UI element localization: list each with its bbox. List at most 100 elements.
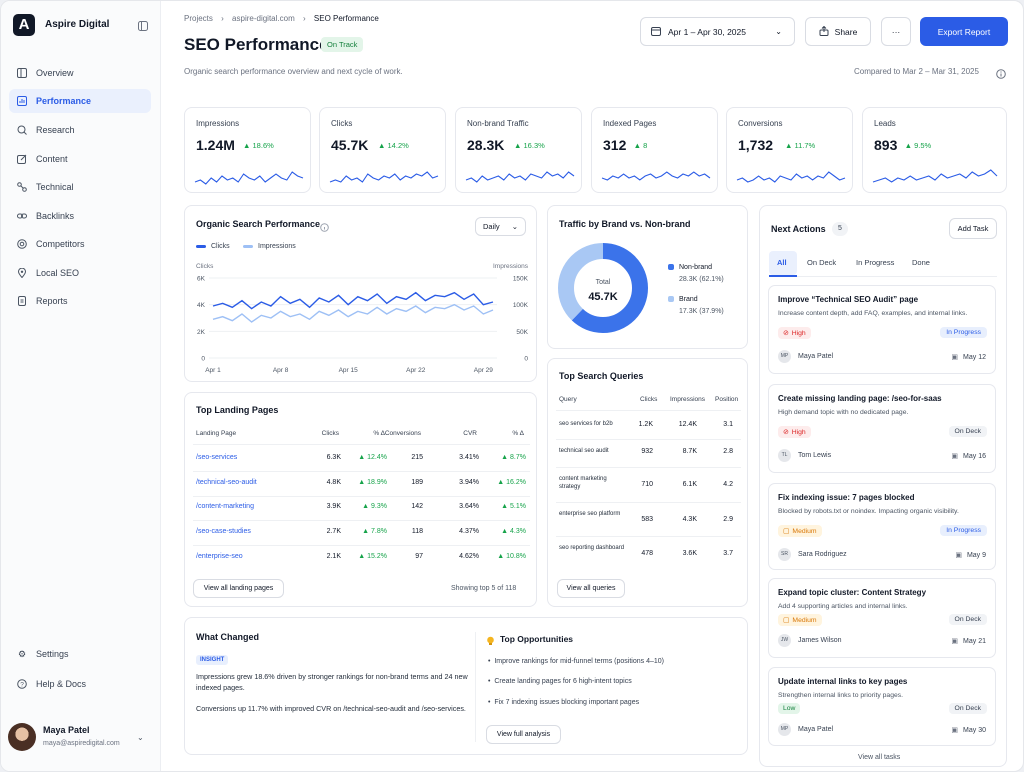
- action-card[interactable]: Fix indexing issue: 7 pages blocked Block…: [768, 483, 996, 570]
- table-row[interactable]: seo services for b2b 1.2K 12.4K 3.1: [548, 416, 749, 440]
- table-row[interactable]: /enterprise-seo 2.1K ▲ 15.2% 97 4.62% ▲ 10.8%: [185, 553, 538, 567]
- sidebar-item-research[interactable]: Research: [9, 118, 151, 142]
- opportunity-item: • Fix 7 indexing issues blocking importa…: [488, 699, 640, 706]
- insights-card: What Changed INSIGHT Impressions grew 18…: [184, 617, 748, 755]
- user-profile[interactable]: Maya Patel maya@aspiredigital.com ⌄: [1, 709, 161, 765]
- y-tick-right: 50K: [516, 329, 528, 336]
- calendar-icon: [651, 26, 661, 38]
- kpi-label: Conversions: [738, 119, 783, 128]
- sidebar-item-local-seo[interactable]: Local SEO: [9, 261, 151, 285]
- sidebar-item-performance[interactable]: Performance: [9, 89, 151, 113]
- export-report-button[interactable]: Export Report: [920, 17, 1008, 46]
- chevron-down-icon[interactable]: ⌄: [137, 733, 144, 742]
- help-icon: ?: [16, 678, 28, 690]
- kpi-change-value: 9.5%: [914, 141, 932, 150]
- kpi-label: Indexed Pages: [603, 119, 657, 128]
- action-title: Create missing landing page: /seo-for-sa…: [778, 394, 942, 403]
- row-divider: [556, 467, 741, 468]
- breadcrumb-projects[interactable]: Projects: [184, 14, 213, 23]
- sidebar-item-reports[interactable]: Reports: [9, 289, 151, 313]
- breadcrumb-domain[interactable]: aspire-digital.com: [232, 14, 295, 23]
- y-tick-left: 6K: [197, 276, 206, 283]
- table-cell[interactable]: /technical-seo-audit: [196, 478, 257, 486]
- interval-select[interactable]: Daily ⌄: [475, 217, 526, 236]
- target-icon: [16, 238, 28, 250]
- kpi-change: ▲ 16.3%: [514, 141, 545, 150]
- kpi-card[interactable]: Indexed Pages 312 ▲ 8: [591, 107, 718, 193]
- view-all-landing-pages-button[interactable]: View all landing pages: [193, 579, 284, 598]
- date-range-picker[interactable]: Apr 1 – Apr 30, 2025 ⌄: [640, 17, 795, 46]
- breadcrumb: Projects › aspire-digital.com › SEO Perf…: [184, 14, 379, 23]
- landing-pages-card: Top Landing Pages View all landing pages…: [184, 392, 537, 607]
- tab-on-deck[interactable]: On Deck: [807, 258, 837, 267]
- table-row[interactable]: enterprise seo platform 583 4.3K 2.9: [548, 506, 749, 537]
- share-button[interactable]: Share: [805, 17, 871, 46]
- table-row[interactable]: content marketing strategy 710 6.1K 4.2: [548, 471, 749, 503]
- kpi-card[interactable]: Non-brand Traffic 28.3K ▲ 16.3%: [455, 107, 582, 193]
- settings-label: Settings: [36, 649, 69, 659]
- sidebar-item-content[interactable]: Content: [9, 147, 151, 171]
- tab-all[interactable]: All: [777, 258, 787, 267]
- action-card[interactable]: Improve “Technical SEO Audit” page Increa…: [768, 285, 996, 374]
- status-badge: On Track: [321, 37, 364, 52]
- table-cell[interactable]: /seo-services: [196, 454, 238, 461]
- table-cell[interactable]: /seo-case-studies: [196, 528, 251, 536]
- table-cell: 4.8K: [326, 478, 341, 486]
- tab-in-progress[interactable]: In Progress: [856, 258, 895, 267]
- table-cell: ▲ 8.7%: [501, 454, 526, 461]
- flag-icon: ▢: [783, 528, 790, 535]
- action-title: Update internal links to key pages: [778, 677, 908, 686]
- kpi-card[interactable]: Clicks 45.7K ▲ 14.2%: [319, 107, 446, 193]
- query-text: technical seo audit: [559, 448, 609, 454]
- kpi-sparkline: [194, 171, 304, 185]
- kpi-sparkline: [601, 171, 711, 181]
- tabs-divider: [769, 276, 997, 277]
- info-icon[interactable]: [320, 219, 329, 237]
- sidebar-collapse-icon[interactable]: [138, 21, 148, 34]
- x-tick: Apr 1: [205, 367, 221, 374]
- settings-link[interactable]: ⚙ Settings: [9, 642, 151, 666]
- action-card[interactable]: Create missing landing page: /seo-for-sa…: [768, 384, 996, 473]
- column-header: Impressions: [670, 396, 706, 403]
- table-row[interactable]: technical seo audit 932 8.7K 2.8: [548, 443, 749, 468]
- action-card[interactable]: Expand topic cluster: Content Strategy Ad…: [768, 578, 996, 658]
- kpi-value: 1,732: [738, 137, 774, 153]
- query-position: 3.7: [723, 550, 733, 557]
- kpi-card[interactable]: Impressions 1.24M ▲ 18.6%: [184, 107, 311, 193]
- sidebar-item-technical[interactable]: Technical: [9, 175, 151, 199]
- insight-paragraph-2: Conversions up 11.7% with improved CVR o…: [196, 704, 466, 713]
- table-row[interactable]: seo reporting dashboard 478 3.6K 3.7: [548, 540, 749, 564]
- kpi-card[interactable]: Conversions 1,732 ▲ 11.7%: [726, 107, 853, 193]
- tab-done[interactable]: Done: [912, 258, 930, 267]
- view-all-tasks-link[interactable]: View all tasks: [858, 754, 901, 761]
- y-tick-right: 100K: [513, 302, 529, 309]
- info-icon[interactable]: [996, 66, 1006, 84]
- tab-underline: [769, 275, 797, 277]
- status-badge: On Deck: [948, 703, 987, 714]
- action-card[interactable]: Update internal links to key pages Streng…: [768, 667, 996, 746]
- add-task-button[interactable]: Add Task: [949, 218, 997, 239]
- table-cell[interactable]: /content-marketing: [196, 503, 254, 511]
- date-range-value: Apr 1 – Apr 30, 2025: [668, 26, 746, 37]
- kpi-label: Leads: [874, 119, 896, 128]
- delta-value: 15.2%: [367, 552, 387, 560]
- sidebar-item-backlinks[interactable]: Backlinks: [9, 204, 151, 228]
- due-date-value: May 30: [963, 727, 986, 734]
- table-row[interactable]: /content-marketing 3.9K ▲ 9.3% 142 3.64% ▲ 5.…: [185, 503, 538, 517]
- help-link[interactable]: ? Help & Docs: [9, 672, 151, 696]
- kpi-card[interactable]: Leads 893 ▲ 9.5%: [862, 107, 1007, 193]
- table-row[interactable]: /seo-services 6.3K ▲ 12.4% 215 3.41% ▲ 8.7%: [185, 454, 538, 468]
- sidebar-item-overview[interactable]: Overview: [9, 61, 151, 85]
- table-row[interactable]: /technical-seo-audit 4.8K ▲ 18.9% 189 3.94% ▲…: [185, 479, 538, 493]
- sidebar-item-competitors[interactable]: Competitors: [9, 232, 151, 256]
- table-cell[interactable]: /enterprise-seo: [196, 552, 243, 560]
- view-full-analysis-button[interactable]: View full analysis: [486, 725, 561, 744]
- view-all-queries-button[interactable]: View all queries: [557, 579, 625, 598]
- table-cell: ▲ 7.8%: [362, 528, 387, 536]
- query-impressions: 12.4K: [678, 421, 697, 428]
- task-owner: Sara Rodriguez: [798, 551, 847, 558]
- lightbulb-icon: [486, 633, 495, 651]
- kpi-sparkline: [872, 169, 998, 183]
- more-options-button[interactable]: ···: [881, 17, 911, 46]
- table-row[interactable]: /seo-case-studies 2.7K ▲ 7.8% 118 4.37% ▲ 4.3…: [185, 528, 538, 542]
